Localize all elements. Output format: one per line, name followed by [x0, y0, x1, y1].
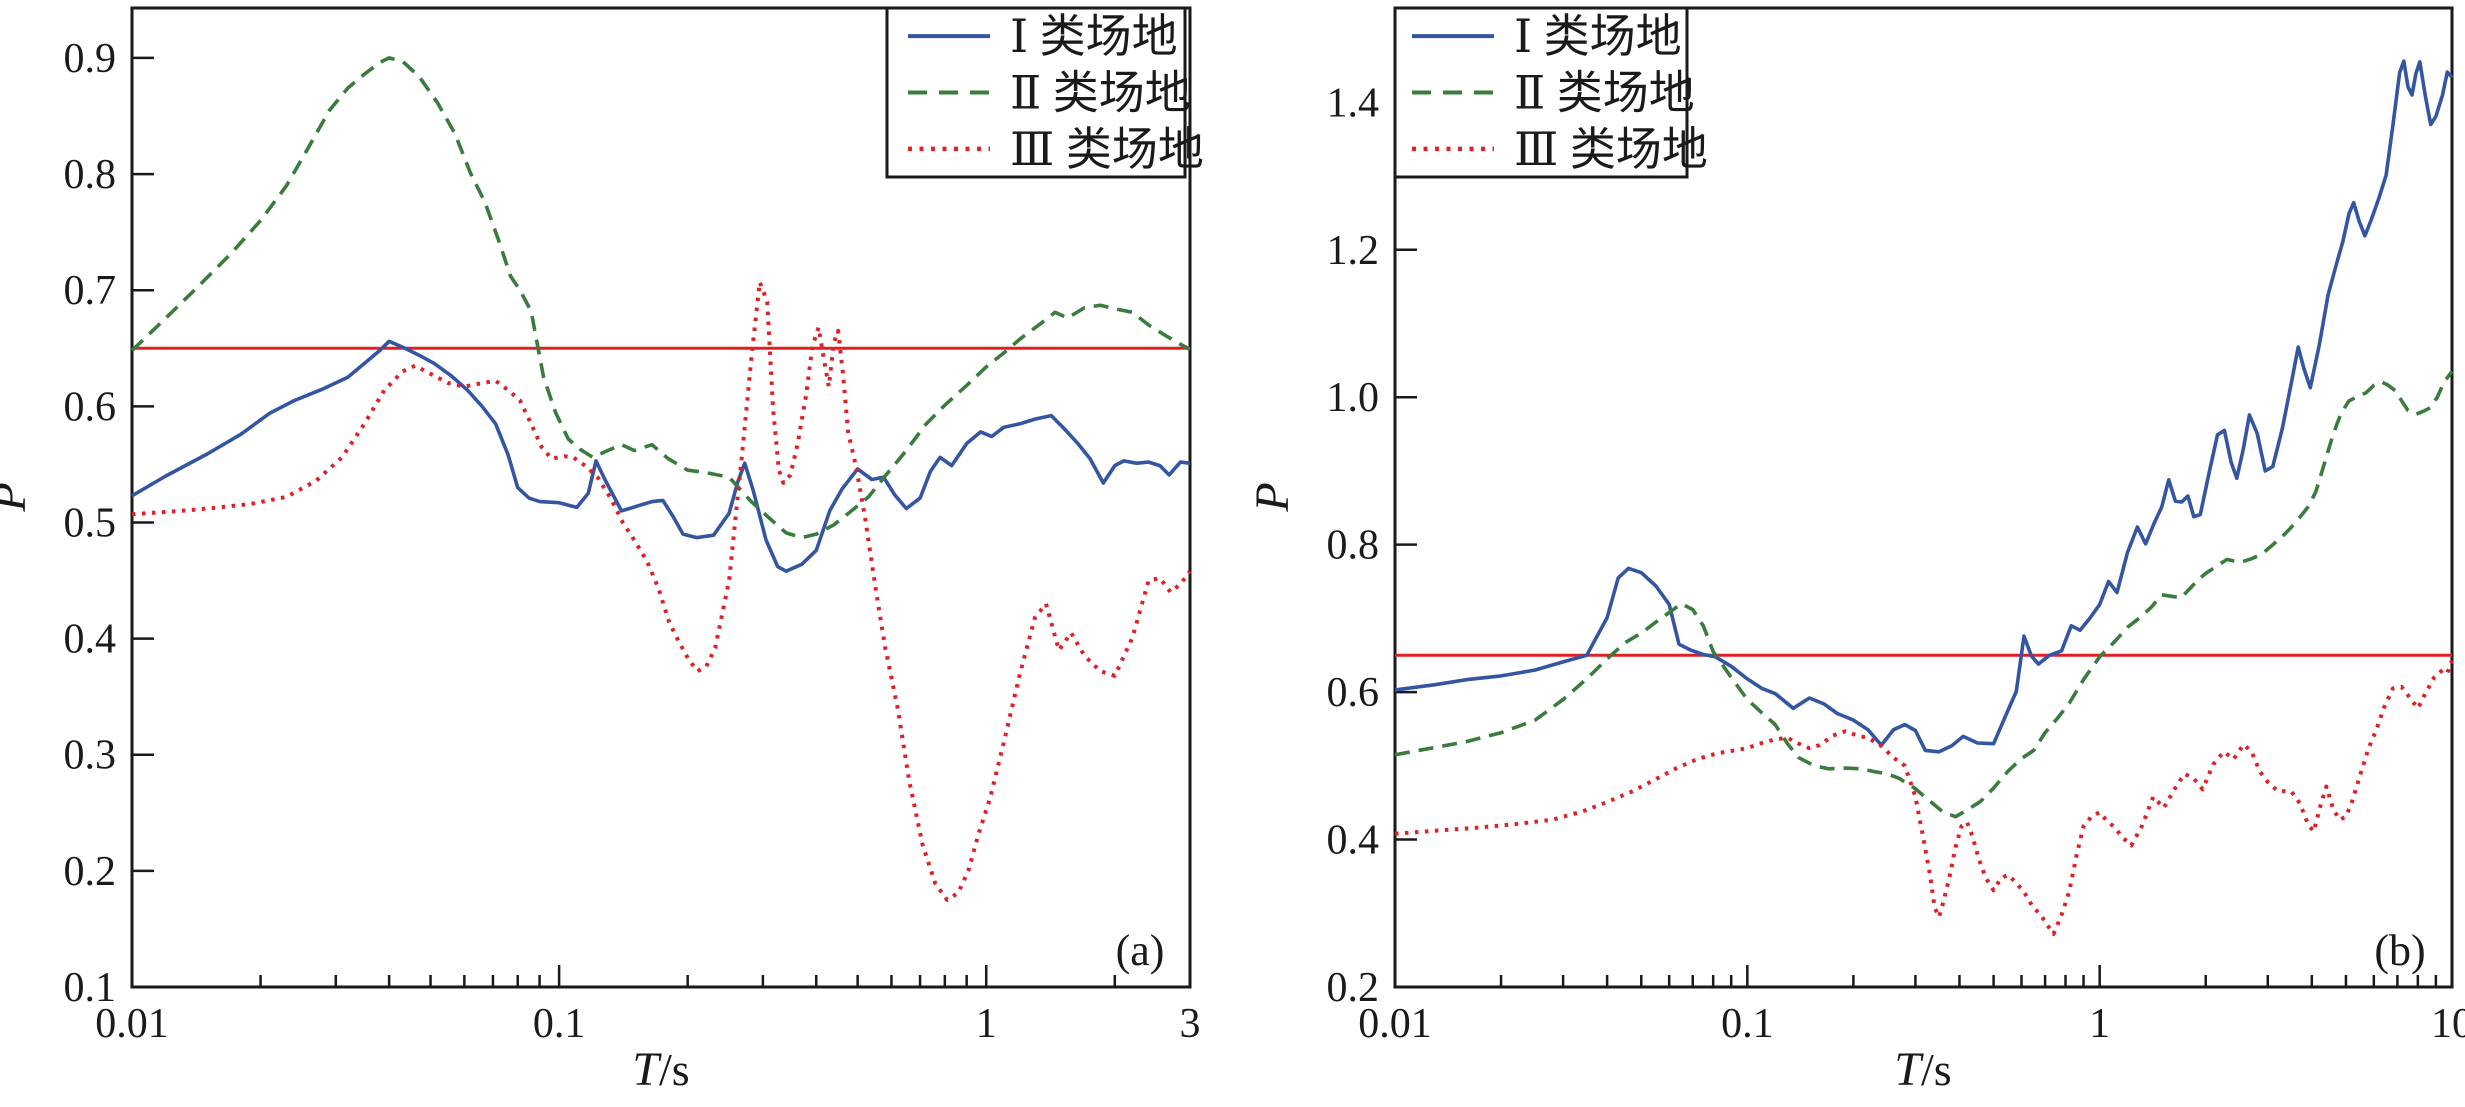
curve-site-class-1 — [131, 339, 1191, 573]
subplot-corner-label: (a) — [1116, 926, 1165, 975]
x-axis-tick-label: 0.01 — [1358, 1001, 1432, 1047]
y-axis-tick-label: 0.4 — [1327, 818, 1380, 864]
y-axis-tick-label: 0.7 — [64, 268, 117, 314]
y-axis-label: P — [0, 482, 36, 512]
x-axis-tick-label: 10 — [2431, 1001, 2465, 1047]
legend-item-label: Ⅰ 类场地 — [1010, 11, 1178, 62]
y-axis-tick-label: 0.6 — [64, 384, 117, 430]
legend-item-label: Ⅰ 类场地 — [1514, 11, 1682, 62]
x-axis-tick-label: 1 — [2089, 1001, 2110, 1047]
x-axis-tick-label: 0.1 — [533, 1001, 586, 1047]
y-axis-tick-label: 0.8 — [1327, 523, 1380, 569]
y-axis-tick-label: 1.0 — [1327, 375, 1380, 421]
plot-frame — [1393, 6, 2454, 989]
y-axis-tick-label: 0.2 — [64, 849, 117, 895]
subplot-corner-label: (b) — [2374, 926, 2425, 975]
y-axis-label: P — [1246, 482, 1299, 512]
curve-site-class-2 — [1394, 370, 2454, 819]
chart-b: 0.01 0.1 1 10 0.2 0.4 0.6 0.8 1.0 1.2 1.4 P T/s (b) Ⅰ … — [1246, 6, 2465, 1096]
y-axis-tick-label: 0.2 — [1327, 965, 1380, 1011]
legend-item-label: Ⅱ 类场地 — [1010, 68, 1191, 119]
legend-item-label: Ⅲ 类场地 — [1010, 124, 1204, 175]
y-axis-tick-label: 1.4 — [1327, 80, 1380, 126]
curve-site-class-3 — [131, 280, 1192, 902]
x-axis-label: T/s — [632, 1043, 689, 1096]
y-axis-tick-label: 0.9 — [64, 36, 117, 82]
y-axis-tick-label: 0.8 — [64, 152, 117, 198]
y-axis-tick-label: 1.2 — [1327, 228, 1380, 274]
x-axis-tick-label: 0.1 — [1721, 1001, 1774, 1047]
y-axis-tick-label: 0.6 — [1327, 670, 1380, 716]
x-axis-label: T/s — [1894, 1043, 1951, 1096]
y-axis-tick-label: 0.1 — [64, 965, 117, 1011]
curve-site-class-1 — [1394, 59, 2454, 754]
x-axis-tick-label: 0.01 — [95, 1001, 169, 1047]
plot-frame — [130, 6, 1192, 989]
curve-site-class-2 — [130, 56, 1191, 540]
curve-site-class-3 — [1394, 659, 2454, 936]
legend-item-label: Ⅲ 类场地 — [1514, 124, 1708, 175]
legend-item-label: Ⅱ 类场地 — [1514, 68, 1695, 119]
y-axis-tick-label: 0.3 — [64, 733, 117, 779]
y-axis-tick-label: 0.5 — [64, 500, 117, 546]
x-axis-tick-label: 3 — [1180, 1001, 1201, 1047]
chart-a: 0.010.1130.10.20.30.40.50.60.70.80.9PT/s… — [0, 6, 1204, 1096]
y-axis-tick-label: 0.4 — [64, 617, 117, 663]
x-axis-tick-label: 1 — [976, 1001, 997, 1047]
